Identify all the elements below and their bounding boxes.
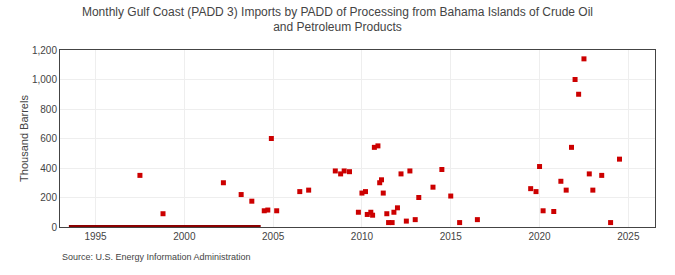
svg-text:200: 200 (40, 192, 57, 203)
svg-text:Thousand Barrels: Thousand Barrels (18, 95, 30, 182)
svg-text:2005: 2005 (262, 231, 285, 242)
svg-text:Monthly Gulf Coast (PADD 3) Im: Monthly Gulf Coast (PADD 3) Imports by P… (82, 5, 593, 35)
svg-text:2010: 2010 (351, 231, 374, 242)
svg-text:2000: 2000 (173, 231, 196, 242)
svg-text:2015: 2015 (440, 231, 463, 242)
svg-text:1995: 1995 (84, 231, 107, 242)
svg-text:600: 600 (40, 133, 57, 144)
svg-text:800: 800 (40, 104, 57, 115)
svg-text:2020: 2020 (528, 231, 551, 242)
svg-text:0: 0 (51, 222, 57, 233)
svg-text:2025: 2025 (617, 231, 640, 242)
svg-text:1,000: 1,000 (32, 74, 57, 85)
svg-text:1,200: 1,200 (32, 45, 57, 56)
svg-text:400: 400 (40, 163, 57, 174)
svg-text:Source: U.S. Energy Informatio: Source: U.S. Energy Information Administ… (62, 252, 251, 262)
